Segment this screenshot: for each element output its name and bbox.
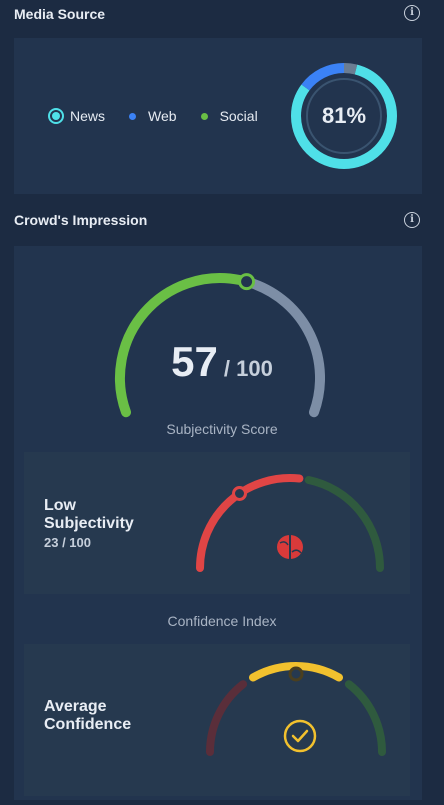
legend-label: Web: [148, 108, 177, 124]
dot-icon: [200, 112, 208, 120]
brain-icon: [277, 533, 303, 561]
subjectivity-gauge-red: [196, 474, 304, 572]
score-gauge-filled: [115, 273, 245, 418]
confidence-gauge-low: [206, 680, 248, 756]
confidence-gauge-high: [344, 680, 386, 756]
score-value: 57: [171, 338, 218, 385]
legend-item-web[interactable]: Web: [129, 108, 177, 124]
subjectivity-value: 23 / 100: [44, 535, 91, 550]
confidence-gauge-knob[interactable]: [288, 666, 304, 682]
media-source-legend: News Web Social: [48, 108, 282, 124]
legend-label: News: [70, 108, 106, 124]
info-icon[interactable]: i: [404, 212, 420, 228]
media-source-title: Media Source: [14, 6, 106, 22]
score-max: / 100: [223, 356, 273, 381]
check-circle-icon: [283, 719, 317, 753]
score-readout: 57/ 100: [0, 338, 444, 386]
subjectivity-label: Low Subjectivity: [44, 497, 134, 533]
subjectivity-label-line2: Subjectivity: [44, 515, 134, 532]
confidence-label: Average Confidence: [44, 698, 131, 734]
radio-selected-icon[interactable]: [48, 108, 64, 124]
donut-inner-ring: [306, 78, 382, 154]
score-gauge-rest: [248, 278, 326, 418]
legend-item-news[interactable]: News: [48, 108, 105, 124]
subjectivity-gauge-green: [304, 476, 384, 572]
info-icon[interactable]: i: [404, 5, 420, 21]
legend-label: Social: [219, 108, 258, 124]
crowds-impression-title: Crowd's Impression: [14, 212, 148, 228]
subjectivity-gauge-knob[interactable]: [232, 486, 247, 501]
confidence-index-title: Confidence Index: [167, 613, 277, 629]
confidence-label-line1: Average: [44, 698, 107, 715]
confidence-label-line2: Confidence: [44, 716, 132, 733]
subjectivity-label-line1: Low: [44, 497, 76, 514]
confidence-gauge-average: [249, 661, 343, 682]
score-gauge-knob[interactable]: [238, 273, 256, 291]
legend-item-social[interactable]: Social: [200, 108, 258, 124]
donut-news-slice[interactable]: [291, 63, 397, 169]
dot-icon: [129, 112, 137, 120]
donut-percent-label: 81%: [321, 103, 367, 128]
donut-social-slice[interactable]: [291, 63, 397, 169]
subjectivity-score-title: Subjectivity Score: [166, 421, 278, 437]
